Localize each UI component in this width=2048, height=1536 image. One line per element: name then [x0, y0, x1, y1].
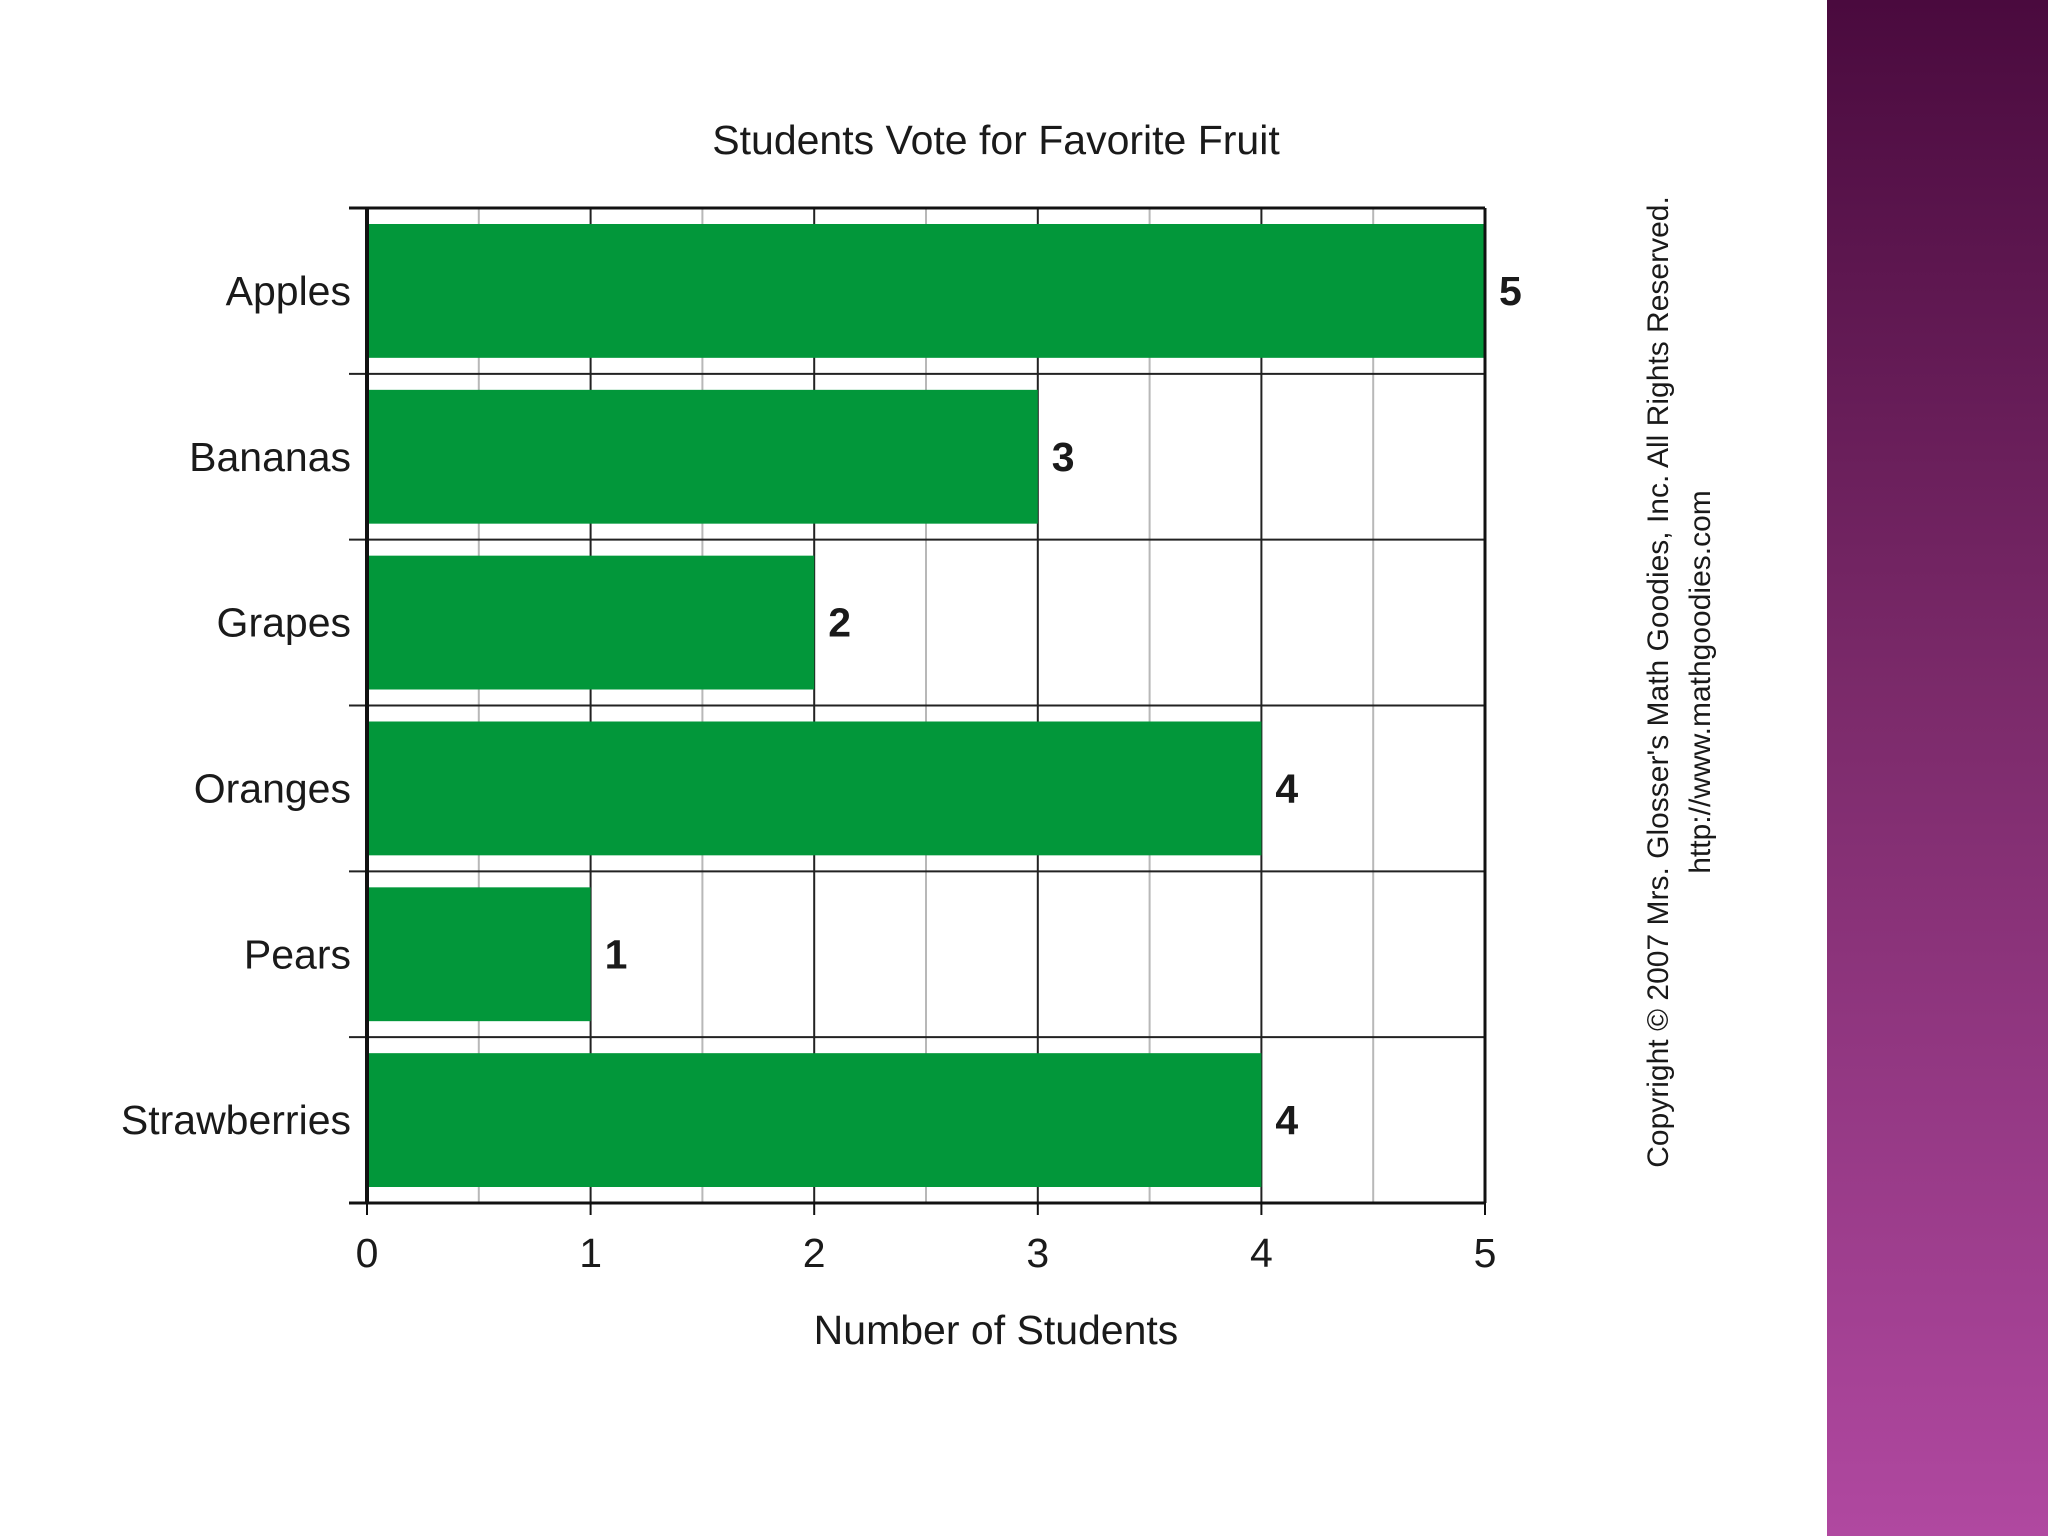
bar-bananas	[367, 389, 1038, 524]
bars	[367, 224, 1485, 1187]
x-tick-label: 0	[356, 1230, 379, 1276]
copyright-notice: Copyright © 2007 Mrs. Glosser's Math Goo…	[1642, 196, 1717, 1168]
plot-frame	[349, 206, 1487, 1215]
x-tick-label: 2	[803, 1230, 826, 1276]
x-tick-label: 1	[579, 1230, 602, 1276]
bar-strawberries	[367, 1053, 1262, 1187]
category-label: Pears	[244, 931, 351, 977]
value-label: 3	[1052, 434, 1075, 480]
category-label: Grapes	[217, 600, 351, 646]
x-tick-label: 3	[1026, 1230, 1049, 1276]
value-label: 4	[1275, 1097, 1298, 1143]
copyright-line: Copyright © 2007 Mrs. Glosser's Math Goo…	[1642, 196, 1675, 1168]
labels: 5 Apples 3 Bananas 2 Grapes 4 Oranges 1 Pears 4 Str…	[121, 268, 1522, 1276]
category-label: Apples	[226, 268, 351, 314]
x-tick-label: 4	[1250, 1230, 1273, 1276]
value-label: 4	[1275, 765, 1298, 811]
value-label: 2	[828, 600, 851, 646]
value-label: 1	[605, 931, 628, 977]
slide-side-panel	[1827, 0, 2048, 1536]
bar-pears	[367, 887, 591, 1022]
x-tick-label: 5	[1474, 1230, 1497, 1276]
bar-apples	[367, 224, 1485, 358]
bar-grapes	[367, 555, 815, 690]
value-label: 5	[1499, 268, 1522, 314]
category-label: Oranges	[194, 765, 351, 811]
category-label: Strawberries	[121, 1097, 351, 1143]
copyright-url: http://www.mathgoodies.com	[1684, 490, 1717, 874]
x-axis-title: Number of Students	[814, 1307, 1179, 1353]
bar-oranges	[367, 721, 1262, 856]
chart-title: Students Vote for Favorite Fruit	[712, 117, 1280, 163]
category-label: Bananas	[189, 434, 351, 480]
